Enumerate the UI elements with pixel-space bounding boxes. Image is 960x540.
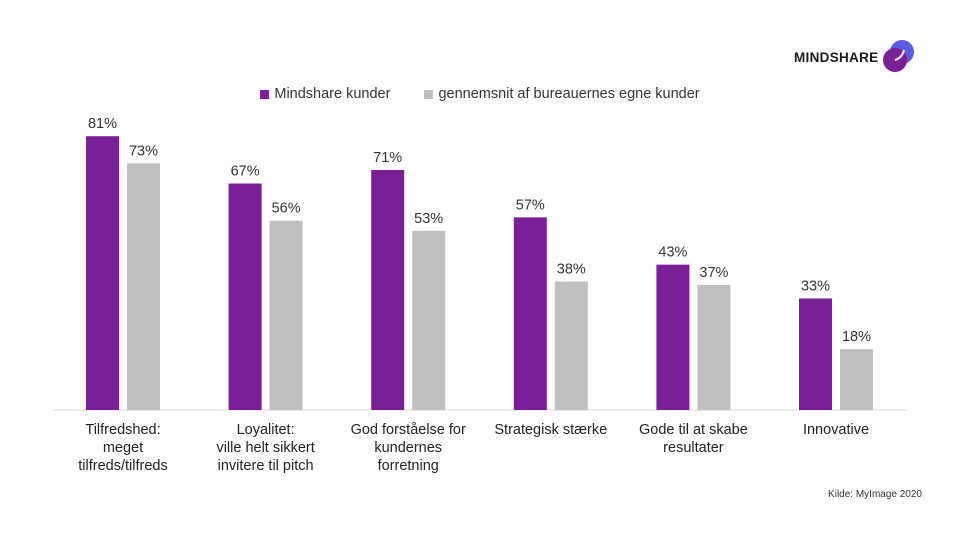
category-label-1: Loyalitet: ville helt sikkert invitere til…	[216, 422, 314, 474]
value-label-average-0: 73%	[129, 143, 158, 159]
value-labels-group: 81% 73% 67% 56% 71% 53% 57% 38% 43% 37% 33% 18%	[88, 116, 871, 345]
category-labels-group: Tilfredshed: meget tilfreds/tilfreds Loyali…	[78, 422, 869, 474]
category-label-0: Tilfredshed: meget tilfreds/tilfreds	[78, 422, 167, 474]
bar-mindshare-2	[371, 170, 405, 410]
bar-average-3	[554, 281, 588, 410]
logo-text: MINDSHARE	[794, 49, 879, 65]
value-label-average-1: 56%	[272, 201, 301, 217]
bar-average-2	[412, 230, 446, 410]
chart-legend: Mindshare kunder gennemsnit af bureauern…	[0, 86, 960, 102]
bar-average-1	[269, 220, 303, 410]
value-label-mindshare-5: 33%	[801, 278, 830, 294]
category-label-line: resultater	[663, 440, 724, 456]
bar-mindshare-0	[86, 136, 119, 410]
category-label-line: Innovative	[803, 422, 869, 438]
legend-label-mindshare: Mindshare kunder	[274, 86, 391, 102]
bar-mindshare-5	[799, 298, 832, 410]
bar-average-5	[840, 349, 873, 410]
category-label-2: God forståelse for kundernes forretning	[351, 422, 466, 474]
category-label-line: meget	[103, 440, 143, 456]
value-label-mindshare-2: 71%	[373, 150, 402, 166]
legend-item-mindshare: Mindshare kunder	[260, 86, 390, 102]
bar-average-0	[127, 163, 160, 410]
category-label-4: Gode til at skabe resultater	[639, 422, 748, 456]
value-label-average-2: 53%	[414, 211, 443, 227]
value-label-average-3: 38%	[557, 262, 586, 278]
bar-mindshare-4	[656, 264, 690, 410]
mindshare-logo-icon	[883, 40, 915, 72]
bars-group	[86, 136, 873, 410]
value-label-average-5: 18%	[842, 329, 871, 345]
legend-item-average: gennemsnit af bureauernes egne kunder	[424, 86, 700, 102]
category-label-3: Strategisk stærke	[494, 422, 607, 438]
mindshare-logo: MINDSHARE	[794, 38, 916, 76]
bar-mindshare-1	[228, 183, 262, 410]
legend-swatch-mindshare	[260, 89, 270, 99]
value-label-mindshare-3: 57%	[516, 197, 545, 213]
category-label-line: forretning	[378, 458, 439, 474]
category-label-line: invitere til pitch	[218, 458, 314, 474]
value-label-average-4: 37%	[699, 265, 728, 281]
value-label-mindshare-0: 81%	[88, 116, 117, 132]
bar-average-4	[697, 284, 731, 410]
source-note: Kilde: MyImage 2020	[828, 489, 922, 500]
value-label-mindshare-4: 43%	[658, 245, 687, 261]
value-label-mindshare-1: 67%	[231, 164, 260, 180]
category-label-line: Strategisk stærke	[494, 422, 607, 438]
category-label-line: Tilfredshed:	[85, 422, 160, 438]
legend-label-average: gennemsnit af bureauernes egne kunder	[438, 86, 700, 102]
bar-mindshare-3	[513, 217, 547, 410]
legend-swatch-average	[424, 89, 434, 99]
category-label-5: Innovative	[803, 422, 869, 438]
category-label-line: tilfreds/tilfreds	[78, 458, 167, 474]
category-label-line: kundernes	[374, 440, 442, 456]
category-label-line: ville helt sikkert	[216, 440, 314, 456]
category-label-line: Gode til at skabe	[639, 422, 748, 438]
category-label-line: Loyalitet:	[237, 422, 295, 438]
category-label-line: God forståelse for	[351, 422, 466, 438]
